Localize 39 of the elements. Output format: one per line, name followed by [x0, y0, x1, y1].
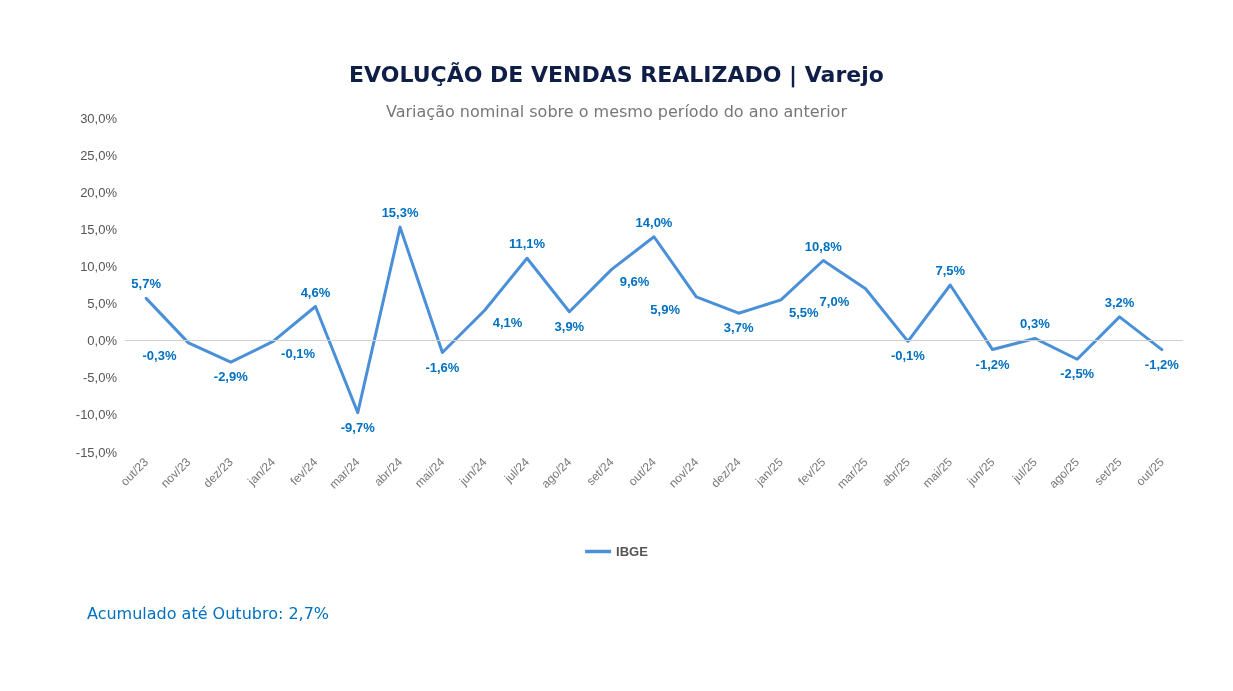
data-label: 0,3% — [1020, 316, 1051, 332]
chart-subtitle: Variação nominal sobre o mesmo período do ano anterior — [386, 101, 848, 121]
y-tick-label: -10,0% — [75, 407, 118, 423]
legend-label: IBGE — [616, 544, 649, 559]
y-tick-label: 30,0% — [80, 110, 118, 126]
data-label: -0,1% — [890, 348, 926, 364]
y-tick-label: 10,0% — [80, 258, 118, 274]
chart-title: EVOLUÇÃO DE VENDAS REALIZADO | Varejo — [349, 61, 884, 88]
data-label: -2,9% — [213, 369, 249, 385]
y-tick-label: 15,0% — [80, 221, 118, 237]
data-label: 10,8% — [804, 238, 843, 254]
data-label: 11,1% — [508, 236, 546, 252]
y-tick-label: -15,0% — [75, 444, 118, 460]
data-label: -1,6% — [425, 359, 460, 375]
data-label: 4,6% — [300, 284, 331, 300]
data-label: 5,9% — [650, 301, 681, 317]
data-label: 5,5% — [788, 304, 820, 320]
data-label: 14,0% — [635, 214, 673, 230]
data-label: 3,2% — [1104, 294, 1135, 310]
data-label: 3,7% — [723, 320, 754, 336]
data-label: -0,1% — [281, 346, 316, 362]
data-label: -2,5% — [1060, 366, 1095, 382]
data-label: 4,1% — [492, 315, 523, 331]
y-tick-label: 25,0% — [80, 147, 118, 163]
y-tick-label: -5,0% — [83, 370, 118, 386]
y-tick-label: 20,0% — [80, 184, 118, 200]
data-label: 7,5% — [935, 263, 966, 278]
data-label: -0,3% — [142, 347, 177, 363]
data-label: 3,9% — [554, 318, 585, 334]
data-label: 7,0% — [819, 293, 850, 309]
data-label: -9,7% — [340, 419, 376, 435]
data-label: -1,2% — [1144, 356, 1180, 372]
y-tick-label: 5,0% — [87, 296, 118, 312]
data-label: 9,6% — [619, 274, 650, 290]
y-tick-label: 0,0% — [87, 333, 118, 349]
data-label: 5,7% — [131, 276, 162, 292]
text: Acumulado até Outubro: 2,7% — [87, 604, 330, 623]
data-label: 15,3% — [381, 205, 419, 221]
data-label: -1,2% — [975, 356, 1010, 372]
